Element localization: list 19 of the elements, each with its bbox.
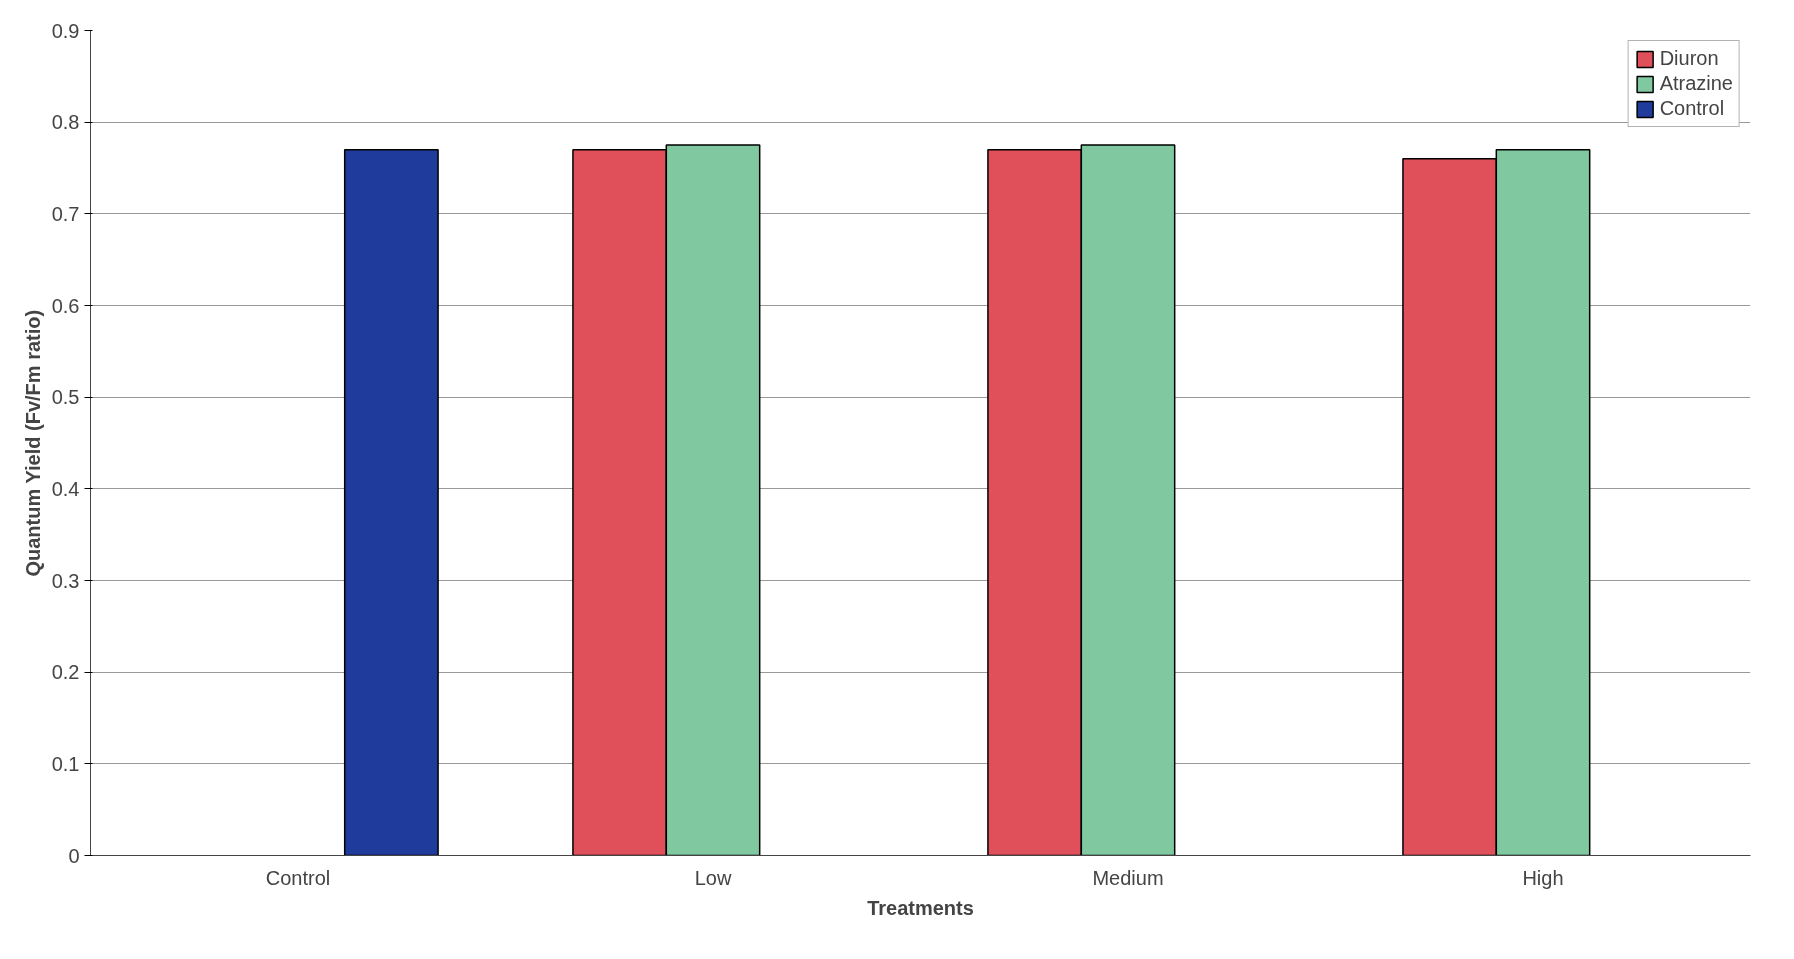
x-tick-label: Control [265,866,331,889]
y-tick-label: 0.4 [51,477,80,500]
y-tick-label: 0.1 [51,752,80,775]
y-tick-label: 0.6 [51,294,80,317]
legend-label: Atrazine [1659,72,1733,95]
x-tick-label: Low [694,866,732,889]
y-tick-label: 0.8 [51,111,80,134]
y-axis-title: Quantum Yield (Fv/Fm ratio) [21,309,44,577]
x-tick-label: Medium [1092,866,1164,889]
y-tick-label: 0.3 [51,569,80,592]
y-tick-label: 0.5 [51,386,80,409]
y-tick-label: 0 [68,844,80,867]
y-tick-label: 0.9 [51,19,80,42]
legend-label: Control [1659,97,1725,120]
y-tick-label: 0.2 [51,661,80,684]
legend-label: Diuron [1659,47,1719,70]
x-axis-title: Treatments [867,896,974,919]
y-tick-label: 0.7 [51,202,80,225]
x-tick-label: High [1522,866,1564,889]
